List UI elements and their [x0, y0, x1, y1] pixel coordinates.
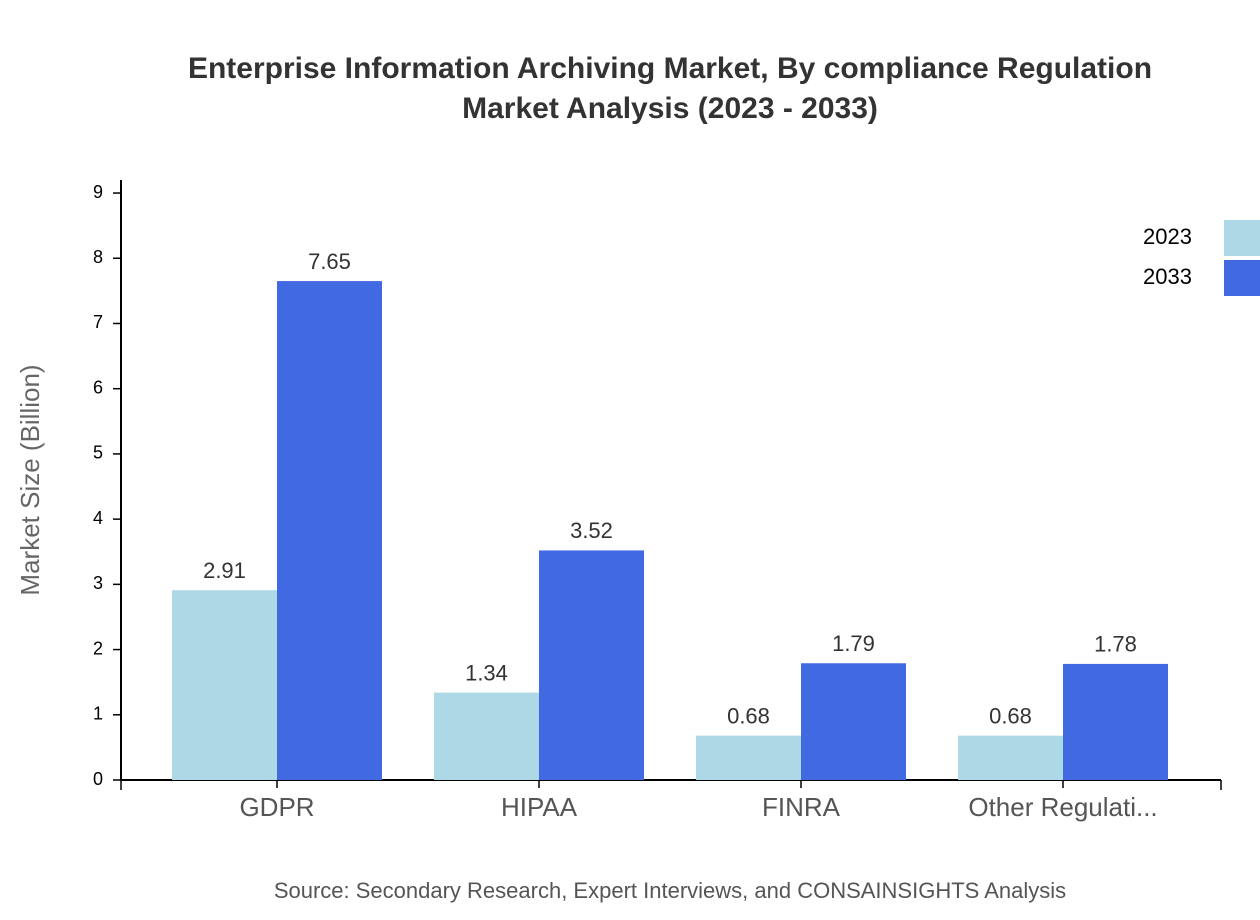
value-label: 1.34	[465, 660, 508, 685]
value-label: 0.68	[727, 703, 770, 728]
x-tick-label: FINRA	[762, 792, 841, 822]
value-label: 0.68	[989, 703, 1032, 728]
bar	[1063, 663, 1168, 780]
value-label: 1.79	[832, 631, 875, 656]
y-tick-label: 7	[93, 312, 103, 332]
y-tick-label: 6	[93, 377, 103, 397]
bar	[696, 735, 801, 780]
y-tick-label: 1	[93, 704, 103, 724]
x-tick-label: Other Regulati...	[968, 792, 1157, 822]
y-tick-label: 9	[93, 182, 103, 202]
bar	[277, 281, 382, 780]
value-label: 2.91	[203, 558, 246, 583]
y-tick-label: 4	[93, 508, 103, 528]
legend-swatch	[1224, 260, 1260, 296]
chart-title: Enterprise Information Archiving Market,…	[188, 52, 1152, 85]
bar	[172, 590, 277, 780]
y-axis-label: Market Size (Billion)	[15, 364, 45, 595]
bar	[801, 663, 906, 780]
value-label: 1.78	[1094, 632, 1137, 657]
value-label: 3.52	[570, 518, 613, 543]
legend-label: 2033	[1143, 264, 1192, 289]
y-tick-label: 2	[93, 638, 103, 658]
y-tick-label: 3	[93, 573, 103, 593]
bar	[958, 735, 1063, 780]
y-tick-label: 8	[93, 247, 103, 267]
bar	[539, 550, 644, 780]
chart-title: Market Analysis (2023 - 2033)	[462, 92, 878, 125]
bar	[434, 692, 539, 780]
x-tick-label: GDPR	[239, 792, 314, 822]
source-note: Source: Secondary Research, Expert Inter…	[274, 878, 1066, 903]
value-label: 7.65	[308, 249, 351, 274]
legend-swatch	[1224, 220, 1260, 256]
legend-label: 2023	[1143, 224, 1192, 249]
y-tick-label: 5	[93, 443, 103, 463]
x-tick-label: HIPAA	[501, 792, 578, 822]
y-tick-label: 0	[93, 769, 103, 789]
